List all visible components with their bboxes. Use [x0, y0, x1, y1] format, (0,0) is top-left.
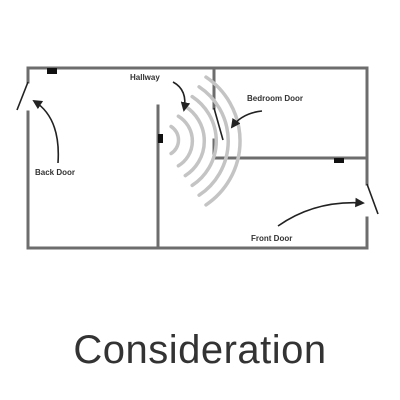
bedroom-door-arrow — [230, 110, 263, 129]
hallway-arrow — [172, 81, 191, 112]
back-door-leaf — [16, 81, 29, 111]
sensor-signal-waves — [169, 75, 242, 207]
signal-wave-1 — [169, 124, 181, 156]
signal-wave-4 — [190, 94, 219, 188]
hallway-sensor — [158, 134, 163, 143]
front-door-label: Front Door — [251, 234, 292, 243]
front-door-sensor — [334, 158, 344, 163]
hallway-label: Hallway — [130, 73, 160, 82]
bedroom-door-leaf — [213, 107, 224, 141]
signal-wave-6 — [204, 75, 242, 207]
back-door-arrow — [32, 99, 60, 164]
signal-wave-5 — [197, 85, 230, 197]
doors — [16, 81, 379, 215]
front-door-arrow — [277, 197, 365, 227]
sensors — [47, 68, 344, 163]
bedroom-door-label: Bedroom Door — [247, 94, 303, 103]
back-door-sensor — [47, 68, 57, 74]
caption-title: Consideration — [73, 328, 327, 372]
signal-wave-3 — [183, 104, 207, 178]
back-door-label: Back Door — [35, 168, 75, 177]
signal-wave-2 — [176, 114, 195, 168]
front-door-leaf — [366, 183, 379, 215]
outer-walls — [26, 66, 369, 250]
arrows — [32, 81, 365, 227]
